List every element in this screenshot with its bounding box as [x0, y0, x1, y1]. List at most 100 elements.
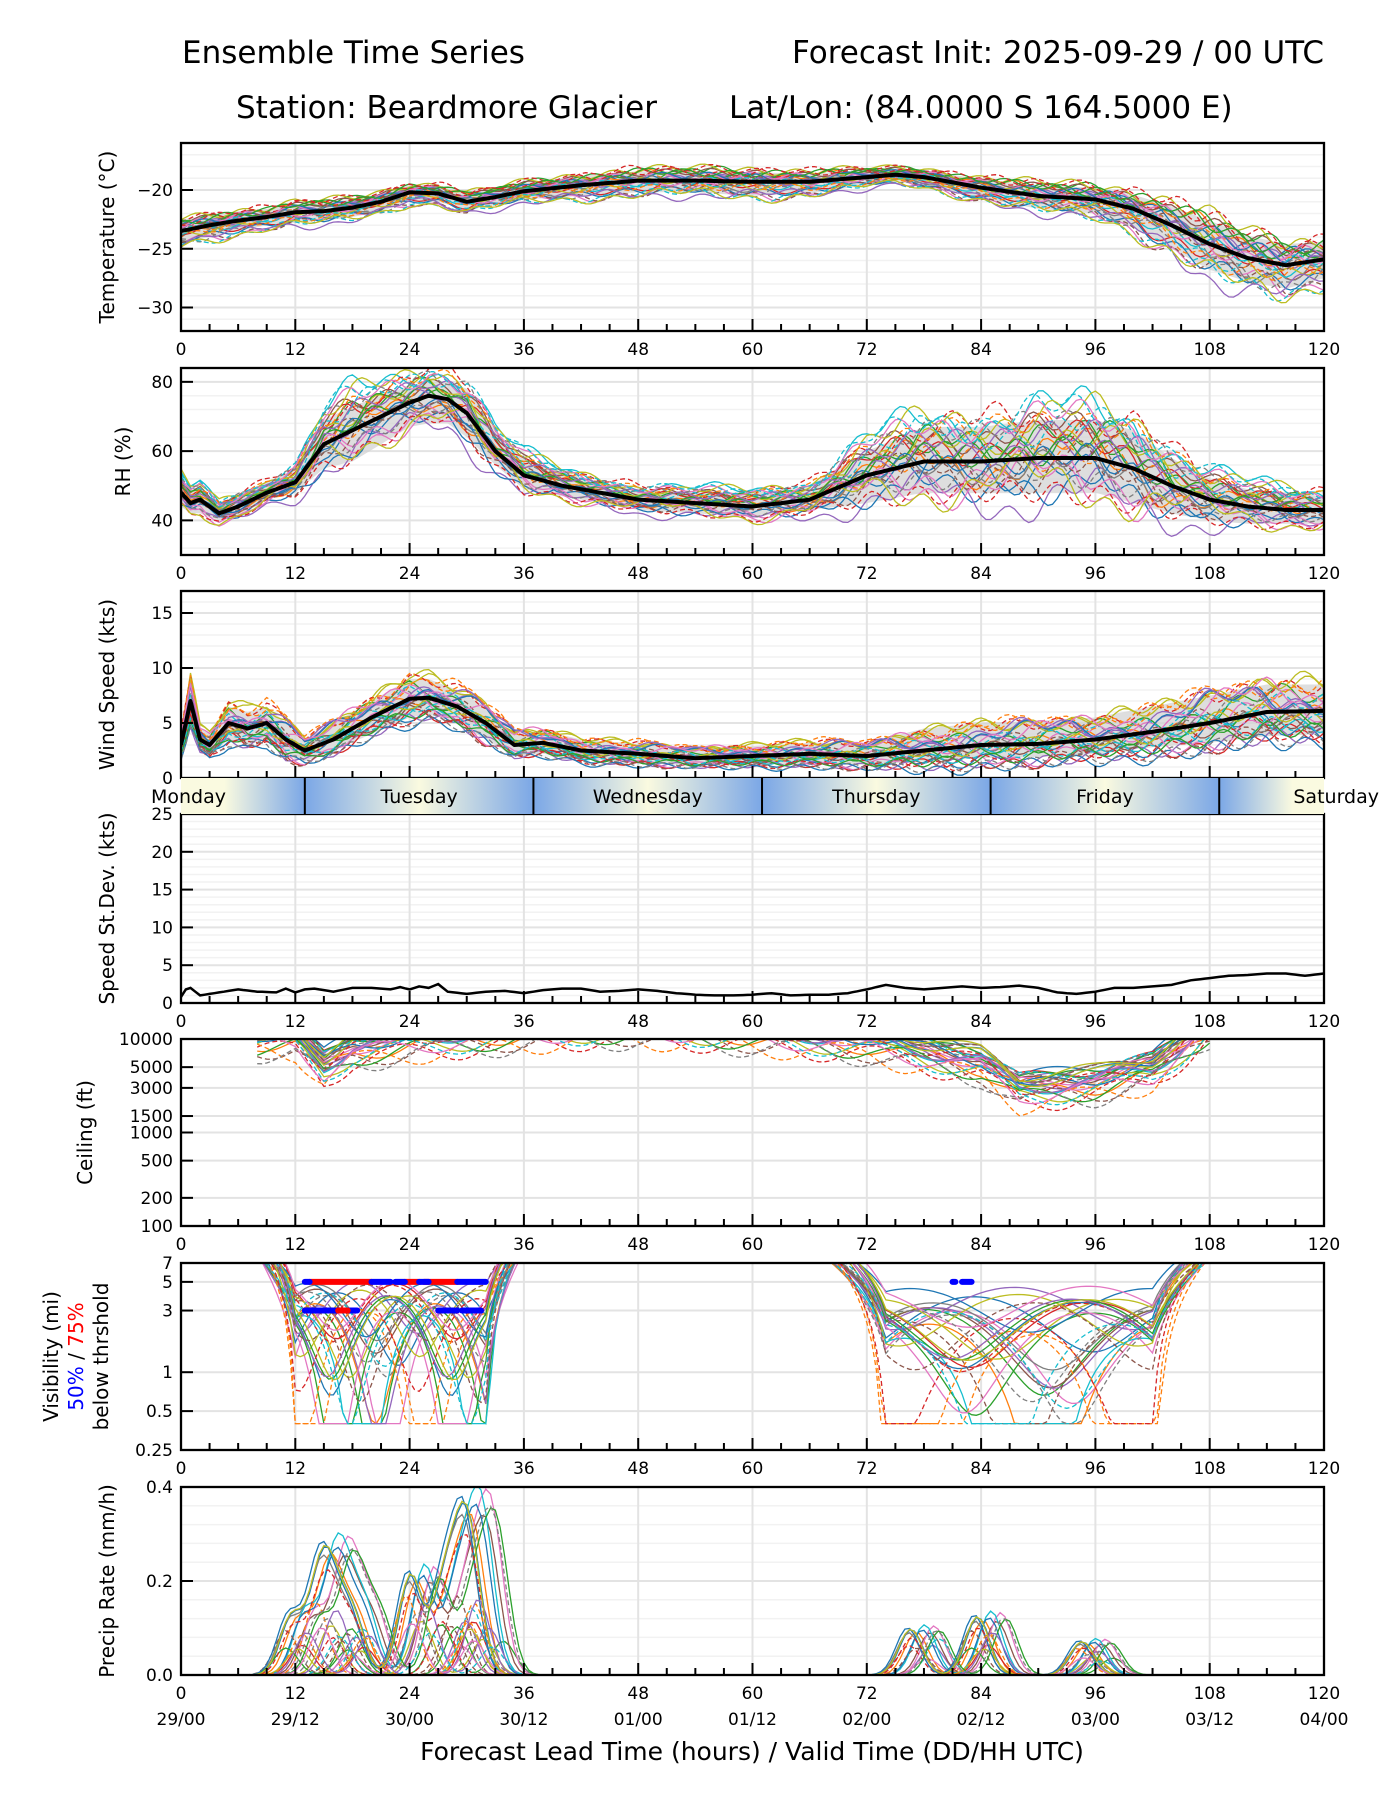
ensemble-member-line	[296, 1039, 1178, 1090]
ensemble-member-line	[302, 1039, 1177, 1082]
ensemble-member-line	[181, 173, 1324, 271]
y-axis-label: Visibility (mi)	[39, 1291, 63, 1422]
y-tick-label: 3	[162, 1302, 173, 1322]
y-tick-label: 0	[162, 769, 173, 789]
x-tick-label: 60	[742, 1235, 764, 1255]
day-segment	[533, 778, 763, 814]
ensemble-member-line	[283, 1263, 1201, 1369]
y-tick-label: 40	[151, 511, 173, 531]
x-tick-label: 0	[176, 1684, 187, 1704]
x-tick-label: 108	[1193, 564, 1225, 584]
y-tick-label: −30	[137, 299, 173, 319]
ensemble-member-line	[181, 709, 1324, 772]
panel-precip_rate: 0.0 0.2 0.4 0 12 24 36 48 60 72 84 96 108 120 29/00 29/…	[95, 1478, 1349, 1730]
y-axis-label: Wind Speed (kts)	[95, 599, 119, 770]
x-tick-label: 108	[1193, 1684, 1225, 1704]
x-tick-label: 96	[1085, 340, 1107, 360]
ensemble-member-line	[181, 169, 1324, 261]
ensemble-member-line	[257, 1039, 1207, 1096]
x-tick-label-valid: 03/12	[1185, 1710, 1234, 1730]
ensemble-member-line	[278, 1263, 1194, 1379]
ensemble-member-line	[181, 1628, 1324, 1675]
y-tick-label: 10000	[119, 1030, 173, 1050]
ensemble-member-line	[271, 1263, 1199, 1425]
x-tick-label: 72	[856, 1012, 878, 1032]
x-tick-label: 12	[284, 340, 306, 360]
y-axis-label: Temperature (°C)	[95, 151, 119, 325]
ensemble-member-line	[181, 172, 1324, 281]
x-tick-label: 72	[856, 340, 878, 360]
y-tick-label: 100	[141, 1217, 173, 1237]
ensemble-member-line	[261, 1263, 1186, 1425]
y-tick-label: 0.2	[146, 1572, 173, 1592]
y-tick-label: 200	[141, 1189, 173, 1209]
ensemble-member-line	[181, 708, 1324, 768]
ensemble-member-line	[181, 698, 1324, 765]
day-segment	[304, 778, 534, 814]
y-tick-label: 5	[162, 1273, 173, 1293]
x-tick-label: 36	[513, 1235, 535, 1255]
ensemble-member-line	[181, 1505, 1324, 1675]
panel-visibility: 0.25 0.5 1 3 57 0 12 24 36 48 60 72 84 96 108 120 Visibi…	[39, 1254, 1340, 1479]
x-tick-label: 96	[1085, 1235, 1107, 1255]
ensemble-member-line	[181, 1495, 1324, 1675]
x-tick-label-valid: 01/12	[728, 1710, 777, 1730]
ensemble-member-line	[291, 1039, 1188, 1096]
ensemble-member-line	[284, 1263, 1191, 1331]
ensemble-member-line	[276, 1039, 1195, 1105]
ensemble-member-line	[181, 1625, 1324, 1675]
ensemble-member-line	[181, 1644, 1324, 1675]
ensemble-member-line	[310, 1039, 1177, 1080]
ensemble-mean-line	[181, 172, 1324, 268]
x-tick-label: 24	[399, 564, 421, 584]
x-tick-label: 36	[513, 340, 535, 360]
x-tick-label: 120	[1308, 1459, 1340, 1479]
ensemble-member-line	[181, 412, 1324, 531]
x-tick-label: 12	[284, 1235, 306, 1255]
ensemble-member-line	[267, 1263, 1182, 1366]
ensemble-member-line	[181, 411, 1324, 537]
x-tick-label: 60	[742, 1012, 764, 1032]
y-tick-label: −25	[137, 240, 173, 260]
y-tick-label: 5	[162, 956, 173, 976]
x-tick-label-valid: 03/00	[1071, 1710, 1120, 1730]
day-label: Wednesday	[593, 786, 703, 808]
x-tick-label: 60	[742, 340, 764, 360]
x-tick-label: 0	[176, 340, 187, 360]
x-tick-label: 120	[1308, 1684, 1340, 1704]
x-tick-label: 120	[1308, 340, 1340, 360]
ensemble-member-line	[275, 1263, 1206, 1425]
x-tick-label: 84	[970, 1235, 992, 1255]
x-tick-label: 108	[1193, 1459, 1225, 1479]
ensemble-member-line	[297, 1039, 1195, 1095]
x-tick-label: 60	[742, 1459, 764, 1479]
ensemble-member-line	[274, 1263, 1206, 1425]
ensemble-member-line	[311, 1039, 1180, 1079]
x-tick-label: 36	[513, 564, 535, 584]
x-tick-label-valid: 30/12	[499, 1710, 548, 1730]
title-right: Forecast Init: 2025-09-29 / 00 UTC	[792, 35, 1324, 71]
ensemble-member-line	[277, 1263, 1201, 1397]
ensemble-member-line	[312, 1039, 1167, 1076]
ensemble-member-line	[181, 1487, 1324, 1675]
day-label: Thursday	[831, 786, 920, 808]
x-axis-label: Forecast Lead Time (hours) / Valid Time …	[420, 1737, 1084, 1766]
ensemble-member-line	[181, 369, 1324, 500]
x-tick-label: 0	[176, 1459, 187, 1479]
ensemble-member-line	[262, 1263, 1185, 1425]
panel-temperature: −30 −25 −20 0 12 24 36 48 60 72 84 96 108 120 Temperat…	[95, 141, 1340, 360]
y-tick-label: 5000	[130, 1058, 173, 1078]
x-tick-label: 0	[176, 1012, 187, 1032]
x-tick-label: 108	[1193, 1012, 1225, 1032]
x-tick-label: 84	[970, 1684, 992, 1704]
day-label: Monday	[151, 786, 226, 808]
x-tick-label: 48	[627, 564, 649, 584]
ensemble-member-line	[279, 1263, 1200, 1381]
ensemble-member-line	[181, 182, 1324, 298]
ensemble-member-line	[181, 408, 1324, 533]
x-tick-label: 12	[284, 1459, 306, 1479]
ensemble-member-line	[181, 371, 1324, 508]
ensemble-member-line	[181, 386, 1324, 515]
y-tick-label: 0.25	[135, 1441, 173, 1461]
ensemble-member-line	[181, 672, 1324, 753]
